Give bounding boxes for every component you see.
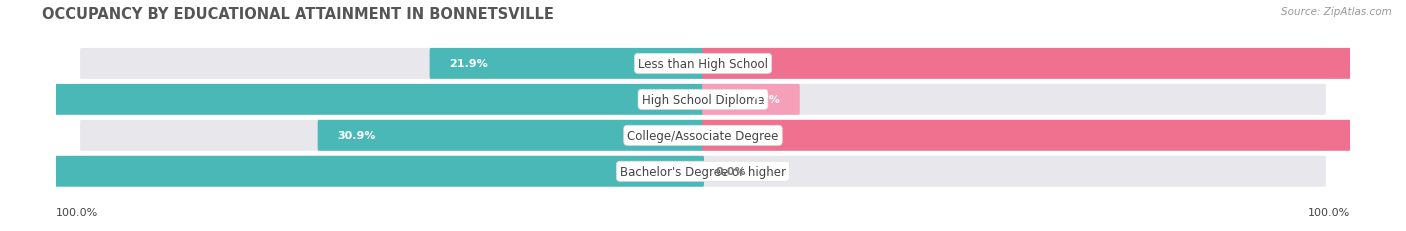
FancyBboxPatch shape [0,85,704,115]
Text: 0.0%: 0.0% [716,167,747,176]
FancyBboxPatch shape [318,120,704,151]
Text: 7.7%: 7.7% [749,95,780,105]
Text: Source: ZipAtlas.com: Source: ZipAtlas.com [1281,7,1392,17]
Text: OCCUPANCY BY EDUCATIONAL ATTAINMENT IN BONNETSVILLE: OCCUPANCY BY EDUCATIONAL ATTAINMENT IN B… [42,7,554,22]
Text: Less than High School: Less than High School [638,58,768,71]
FancyBboxPatch shape [80,120,1326,151]
FancyBboxPatch shape [702,85,800,115]
FancyBboxPatch shape [80,85,1326,115]
Text: 30.9%: 30.9% [337,131,375,141]
FancyBboxPatch shape [702,120,1406,151]
FancyBboxPatch shape [430,49,704,79]
Text: 21.9%: 21.9% [450,59,488,69]
Text: High School Diploma: High School Diploma [641,93,765,106]
FancyBboxPatch shape [702,49,1406,79]
Text: 100.0%: 100.0% [56,207,98,217]
Text: College/Associate Degree: College/Associate Degree [627,129,779,142]
FancyBboxPatch shape [0,156,704,187]
Text: Bachelor's Degree or higher: Bachelor's Degree or higher [620,165,786,178]
Text: 100.0%: 100.0% [1308,207,1350,217]
FancyBboxPatch shape [80,49,1326,79]
FancyBboxPatch shape [80,156,1326,187]
